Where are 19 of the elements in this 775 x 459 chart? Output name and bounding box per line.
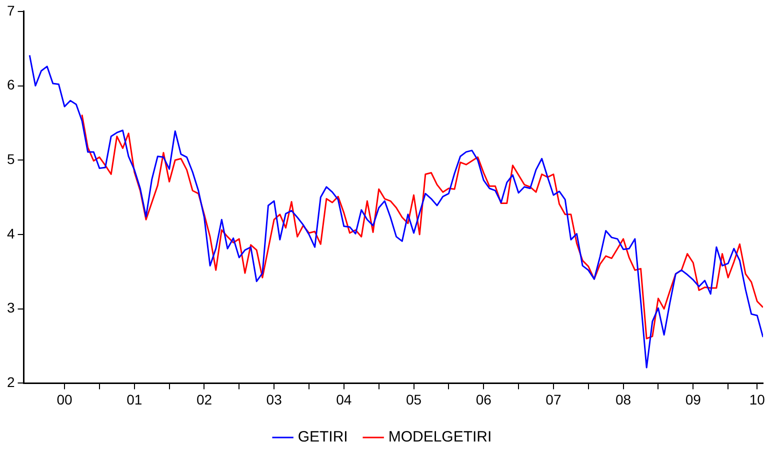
x-tick-label: 00 <box>56 391 73 408</box>
x-tick-label: 01 <box>126 391 142 408</box>
x-tick-label: 09 <box>685 391 702 408</box>
x-tick-label: 03 <box>266 391 282 408</box>
legend-label: MODELGETIRI <box>388 428 492 446</box>
x-tick-label: 02 <box>196 391 212 408</box>
y-tick-label: 6 <box>6 76 15 93</box>
y-tick-label: 2 <box>6 374 15 390</box>
x-tick-label: 06 <box>476 391 492 408</box>
x-tick-label: 10 <box>749 391 766 408</box>
legend-label: GETIRI <box>298 428 348 446</box>
x-tick-label: 04 <box>336 391 352 408</box>
y-tick-label: 3 <box>6 300 15 316</box>
x-tick-label: 08 <box>616 391 632 408</box>
y-tick-label: 5 <box>6 150 15 167</box>
x-tick-label: 07 <box>546 391 562 408</box>
y-tick-label: 4 <box>6 225 15 242</box>
x-tick-label: 05 <box>406 391 422 408</box>
y-tick-label: 7 <box>6 2 15 18</box>
